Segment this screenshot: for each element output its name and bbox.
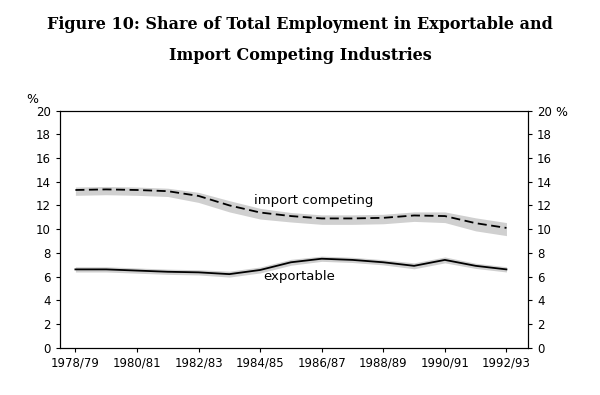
- Text: exportable: exportable: [263, 270, 335, 283]
- Text: Import Competing Industries: Import Competing Industries: [169, 47, 431, 64]
- Y-axis label: %: %: [26, 93, 38, 106]
- Text: import competing: import competing: [254, 194, 373, 207]
- Y-axis label: %: %: [555, 106, 567, 119]
- Text: Figure 10: Share of Total Employment in Exportable and: Figure 10: Share of Total Employment in …: [47, 16, 553, 33]
